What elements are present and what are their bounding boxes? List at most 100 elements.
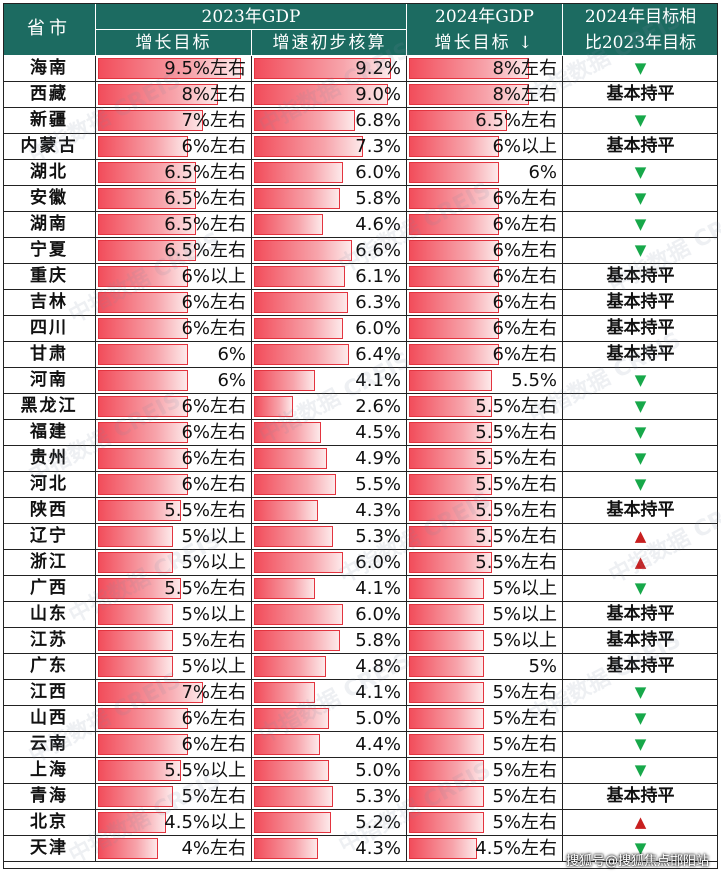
data-bar — [409, 630, 484, 651]
target-2023-cell: 5.5%左右 — [96, 498, 252, 523]
cell-value: 5%左右 — [181, 786, 246, 807]
table-row: 山东 5%以上 6.0% 5%以上 基本持平 — [3, 602, 718, 628]
header-province: 省市 — [3, 3, 96, 55]
target-2023-cell: 6%左右 — [96, 420, 252, 445]
data-bar — [254, 318, 343, 339]
table-row: 西藏 8%左右 9.0% 8%左右 基本持平 — [3, 82, 718, 108]
target-2024-cell: 4.5%左右 — [407, 836, 563, 861]
target-2024-cell: 5%左右 — [407, 732, 563, 757]
data-bar — [409, 760, 484, 781]
data-bar — [409, 292, 499, 313]
cell-value: 6.4% — [355, 344, 401, 365]
data-bar — [254, 422, 321, 443]
compare-cell: ▲ — [563, 810, 718, 835]
cell-value: 6.0% — [355, 552, 401, 573]
target-2024-cell: 5% — [407, 654, 563, 679]
province-cell: 天津 — [3, 836, 96, 861]
target-2024-cell: 5.5%左右 — [407, 446, 563, 471]
table-row: 天津 4%左右 4.3% 4.5%左右 ▼ — [3, 836, 718, 862]
prelim-2023-cell: 5.8% — [252, 628, 407, 653]
cell-value: 6%左右 — [181, 708, 246, 729]
cell-value: 6.0% — [355, 318, 401, 339]
header-subdivider — [251, 29, 252, 55]
data-bar — [409, 448, 492, 469]
target-2023-cell: 7%左右 — [96, 108, 252, 133]
down-triangle-icon: ▼ — [634, 59, 647, 77]
province-cell: 青海 — [3, 784, 96, 809]
table-row: 河北 6%左右 5.5% 5.5%左右 ▼ — [3, 472, 718, 498]
table-row: 甘肃 6% 6.4% 6%左右 基本持平 — [3, 342, 718, 368]
province-cell: 吉林 — [3, 290, 96, 315]
header-gdp2023: 2023年GDP 增长目标 增速初步核算 — [96, 3, 407, 55]
prelim-2023-cell: 6.3% — [252, 290, 407, 315]
cell-value: 9.0% — [355, 84, 401, 105]
table-row: 北京 4.5%以上 5.2% 5%左右 ▲ — [3, 810, 718, 836]
data-bar — [254, 474, 336, 495]
data-bar — [254, 214, 323, 235]
target-2024-cell: 6%左右 — [407, 316, 563, 341]
down-triangle-icon: ▼ — [634, 579, 647, 597]
cell-value: 6.6% — [355, 240, 401, 261]
data-bar — [98, 344, 188, 365]
data-bar — [254, 812, 331, 833]
cell-value: 5.2% — [355, 812, 401, 833]
prelim-2023-cell: 5.2% — [252, 810, 407, 835]
cell-value: 5.5%左右 — [475, 552, 557, 573]
data-bar — [409, 136, 499, 157]
compare-cell: 基本持平 — [606, 500, 675, 520]
province-cell: 河北 — [3, 472, 96, 497]
target-2023-cell: 5%以上 — [96, 550, 252, 575]
table-row: 宁夏 6.5%左右 6.6% 6%左右 ▼ — [3, 238, 718, 264]
data-bar — [409, 422, 492, 443]
cell-value: 5%左右 — [181, 630, 246, 651]
prelim-2023-cell: 5.3% — [252, 784, 407, 809]
down-triangle-icon: ▼ — [634, 735, 647, 753]
province-cell: 湖南 — [3, 212, 96, 237]
cell-value: 6.0% — [355, 162, 401, 183]
prelim-2023-cell: 6.0% — [252, 550, 407, 575]
province-cell: 四川 — [3, 316, 96, 341]
prelim-2023-cell: 4.8% — [252, 654, 407, 679]
sort-descending-icon[interactable]: ↓ — [518, 33, 535, 53]
data-bar — [98, 474, 188, 495]
cell-value: 5.5%左右 — [475, 422, 557, 443]
province-cell: 贵州 — [3, 446, 96, 471]
prelim-2023-cell: 4.3% — [252, 498, 407, 523]
target-2023-cell: 6%左右 — [96, 134, 252, 159]
down-triangle-icon: ▼ — [634, 761, 647, 779]
cell-value: 5.5%左右 — [475, 448, 557, 469]
cell-value: 4.5%左右 — [475, 838, 557, 859]
cell-value: 5%左右 — [492, 682, 557, 703]
header-target2024[interactable]: 增长目标 ↓ — [407, 32, 562, 54]
data-bar — [409, 58, 529, 79]
cell-value: 4%左右 — [181, 838, 246, 859]
cell-value: 6.5%左右 — [475, 110, 557, 131]
target-2024-cell: 5%以上 — [407, 628, 563, 653]
target-2024-cell: 6.5%左右 — [407, 108, 563, 133]
target-2024-cell: 5%以上 — [407, 602, 563, 627]
province-cell: 内蒙古 — [3, 134, 96, 159]
cell-value: 6%左右 — [492, 344, 557, 365]
compare-cell: 基本持平 — [606, 84, 675, 104]
target-2024-cell: 6%左右 — [407, 264, 563, 289]
data-bar — [254, 292, 348, 313]
target-2024-cell: 6%左右 — [407, 290, 563, 315]
data-bar — [254, 188, 340, 209]
down-triangle-icon: ▼ — [634, 371, 647, 389]
header-compare-line1: 2024年目标相 — [584, 7, 697, 27]
cell-value: 4.1% — [355, 682, 401, 703]
target-2024-cell: 5.5%左右 — [407, 498, 563, 523]
compare-cell: 基本持平 — [606, 344, 675, 364]
cell-value: 4.1% — [355, 578, 401, 599]
cell-value: 6%左右 — [492, 214, 557, 235]
data-bar — [409, 370, 492, 391]
prelim-2023-cell: 6.0% — [252, 160, 407, 185]
down-triangle-icon: ▼ — [634, 163, 647, 181]
cell-value: 4.1% — [355, 370, 401, 391]
prelim-2023-cell: 4.1% — [252, 576, 407, 601]
target-2024-cell: 6%左右 — [407, 186, 563, 211]
data-bar — [254, 630, 340, 651]
target-2024-cell: 8%左右 — [407, 56, 563, 81]
target-2023-cell: 6%左右 — [96, 472, 252, 497]
table-row: 四川 6%左右 6.0% 6%左右 基本持平 — [3, 316, 718, 342]
